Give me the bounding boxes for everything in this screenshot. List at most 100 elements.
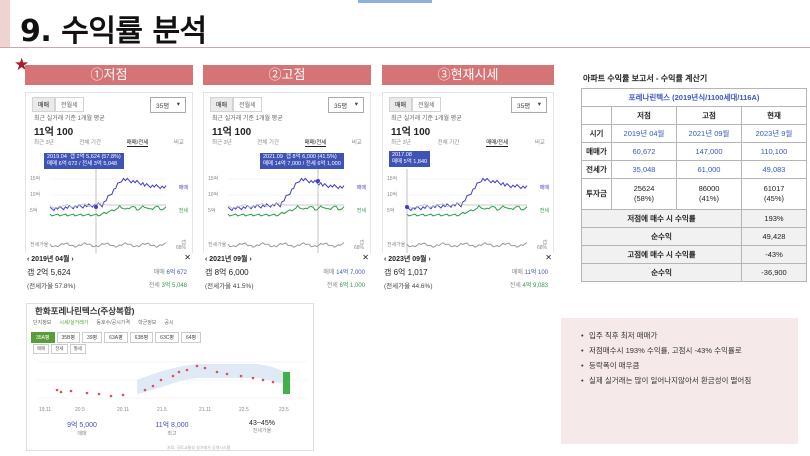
price-value: 11억 100 [34,127,74,138]
cell: 49,083 [741,160,807,179]
col-header: 고점 [676,106,742,125]
nav-item[interactable]: 공시 [164,320,174,326]
selected-month[interactable]: ‹ 2019년 04월 › [27,254,74,264]
selected-point[interactable] [316,179,320,183]
chip[interactable]: 월세 [69,344,86,354]
complex-row: 포레나린텍스 (2019년식/1100세대/116A) [581,88,807,107]
selected-point[interactable] [405,205,409,209]
type-tab[interactable]: 63C평 [155,332,179,343]
gap-value: 갭 8억 6,000 [205,268,249,277]
trade-dot [225,372,229,376]
nav-item[interactable]: 학군정보 [138,320,157,326]
stat-max: 11억 8,000 최고 [137,420,207,437]
chevron-left-icon: ‹ [205,256,210,263]
period-tab[interactable]: 전체 기간 [437,140,460,146]
ratio-line [406,242,528,248]
sale-value-row: 매매 11억 100 [512,267,548,276]
trade-dot [55,388,59,392]
tab-sale[interactable]: 매매 [210,97,234,112]
col-header: 저점 [611,106,677,125]
selected-month[interactable]: ‹ 2023년 09월 › [384,254,431,264]
selected-point[interactable] [94,205,98,209]
cell: 2021년 09월 [676,124,742,143]
period-tab[interactable]: 비교 [534,140,545,146]
ratio-axis-label: 전세가율 [30,242,49,248]
selected-month[interactable]: ‹ 2021년 09월 › [205,254,252,264]
type-tab[interactable]: 35A평 [31,332,55,343]
row-label: 매매가 [581,142,612,161]
chip[interactable]: 전세 [51,344,68,354]
cell: 110,100 [741,142,807,161]
price-trend-chart [405,169,528,253]
result-row: 순수익 -36,900 [581,263,807,282]
trade-dot [215,370,219,374]
trade-dot [203,366,207,370]
title-divider [0,47,810,48]
table-row: 전세가 35,048 61,000 49,083 [581,160,807,179]
type-tab[interactable]: 35B평 [56,332,80,343]
period-tab[interactable]: 매매/전세 [486,140,509,147]
top-accent-line [358,0,432,3]
tab-sale[interactable]: 매매 [389,97,413,112]
note-item: 저점매수시 193% 수익률, 고점시 -43% 수익률로 [581,343,751,358]
period-tab[interactable]: 매매/전세 [304,140,327,147]
price-value: 11억 100 [212,127,252,138]
y-tick: 5억 [387,208,395,214]
legend-ratio: 68% [536,245,547,251]
period-tab[interactable]: 비교 [173,140,184,146]
y-tick: 5억 [30,208,38,214]
period-tab[interactable]: 전체 기간 [257,140,280,146]
tab-rent[interactable]: 전월세 [233,97,262,112]
rent-label: 전세 [326,283,338,289]
tab-rent[interactable]: 전월세 [412,97,441,112]
period-tab[interactable]: 최근 3년 [34,140,54,146]
rent-value-row: 전세 3억 5,048 [149,280,187,289]
type-tab[interactable]: 63A평 [104,332,128,343]
panel-header-high: ②고점 [203,65,371,85]
close-icon[interactable]: ✕ [545,253,552,262]
y-tick: 10억 [208,192,219,198]
selected-month-info: ‹ 2023년 09월 › ✕ 갭 6억 1,017 (전세가율 44.6%) 매매 1… [382,253,554,291]
trade-dot [195,364,199,368]
sale-value: 11억 100 [524,270,548,276]
x-tick: 23.5 [279,407,289,413]
chip[interactable]: 매매 [33,344,50,354]
period-tab[interactable]: 전체 기간 [79,140,102,146]
period-tabs: 최근 3년 전체 기간 매매/전세 비교 [34,138,184,147]
cell: 60,672 [611,142,677,161]
nav-item[interactable]: 동호수/공시가격 [96,320,130,326]
tab-rent[interactable]: 전월세 [55,97,84,112]
price-trend-chart [49,169,167,253]
tab-sale[interactable]: 매매 [32,97,56,112]
rent-ratio: (전세가율 44.6%) [384,283,433,290]
nav-item[interactable]: 시세/실거래가 [59,320,89,326]
sale-label: 매매 [323,270,335,276]
close-icon[interactable]: ✕ [184,253,191,262]
area-value: 35평 [517,103,531,110]
ratio-axis-label: 전세가율 [387,242,406,248]
area-select[interactable]: 35평 ▾ [150,97,186,113]
chevron-right-icon: › [247,256,252,263]
nav-item[interactable]: 단지정보 [33,320,52,326]
type-tab[interactable]: 64평 [180,332,202,343]
chart-tooltip: 2021.09 갭 8억 6,000 (41.5%) 매매 14억 7,000 … [260,153,344,169]
stat-label: 매매 [77,431,87,437]
sale-label: 매매 [511,270,523,276]
col-header: 현재 [741,106,807,125]
rent-value: 6억 1,000 [339,283,365,289]
area-select[interactable]: 35평 ▾ [511,97,547,113]
area-select[interactable]: 35평 ▾ [328,97,364,113]
period-tab[interactable]: 최근 3년 [212,140,232,146]
type-tab[interactable]: 39평 [82,332,103,343]
history-line [227,202,344,209]
result-value: 49,428 [741,227,807,246]
type-tab[interactable]: 63B평 [129,332,154,343]
legend-ratio: 68% [175,245,186,251]
y-tick: 5억 [208,208,216,214]
cell: 86000 (41%) [676,178,742,210]
table-row: 투자금 25624 (58%) 86000 (41%) 61017 (45%) [581,178,807,210]
period-tab[interactable]: 최근 3년 [391,140,411,146]
period-tab[interactable]: 비교 [351,140,362,146]
close-icon[interactable]: ✕ [362,253,369,262]
period-tab[interactable]: 매매/전세 [126,140,149,147]
